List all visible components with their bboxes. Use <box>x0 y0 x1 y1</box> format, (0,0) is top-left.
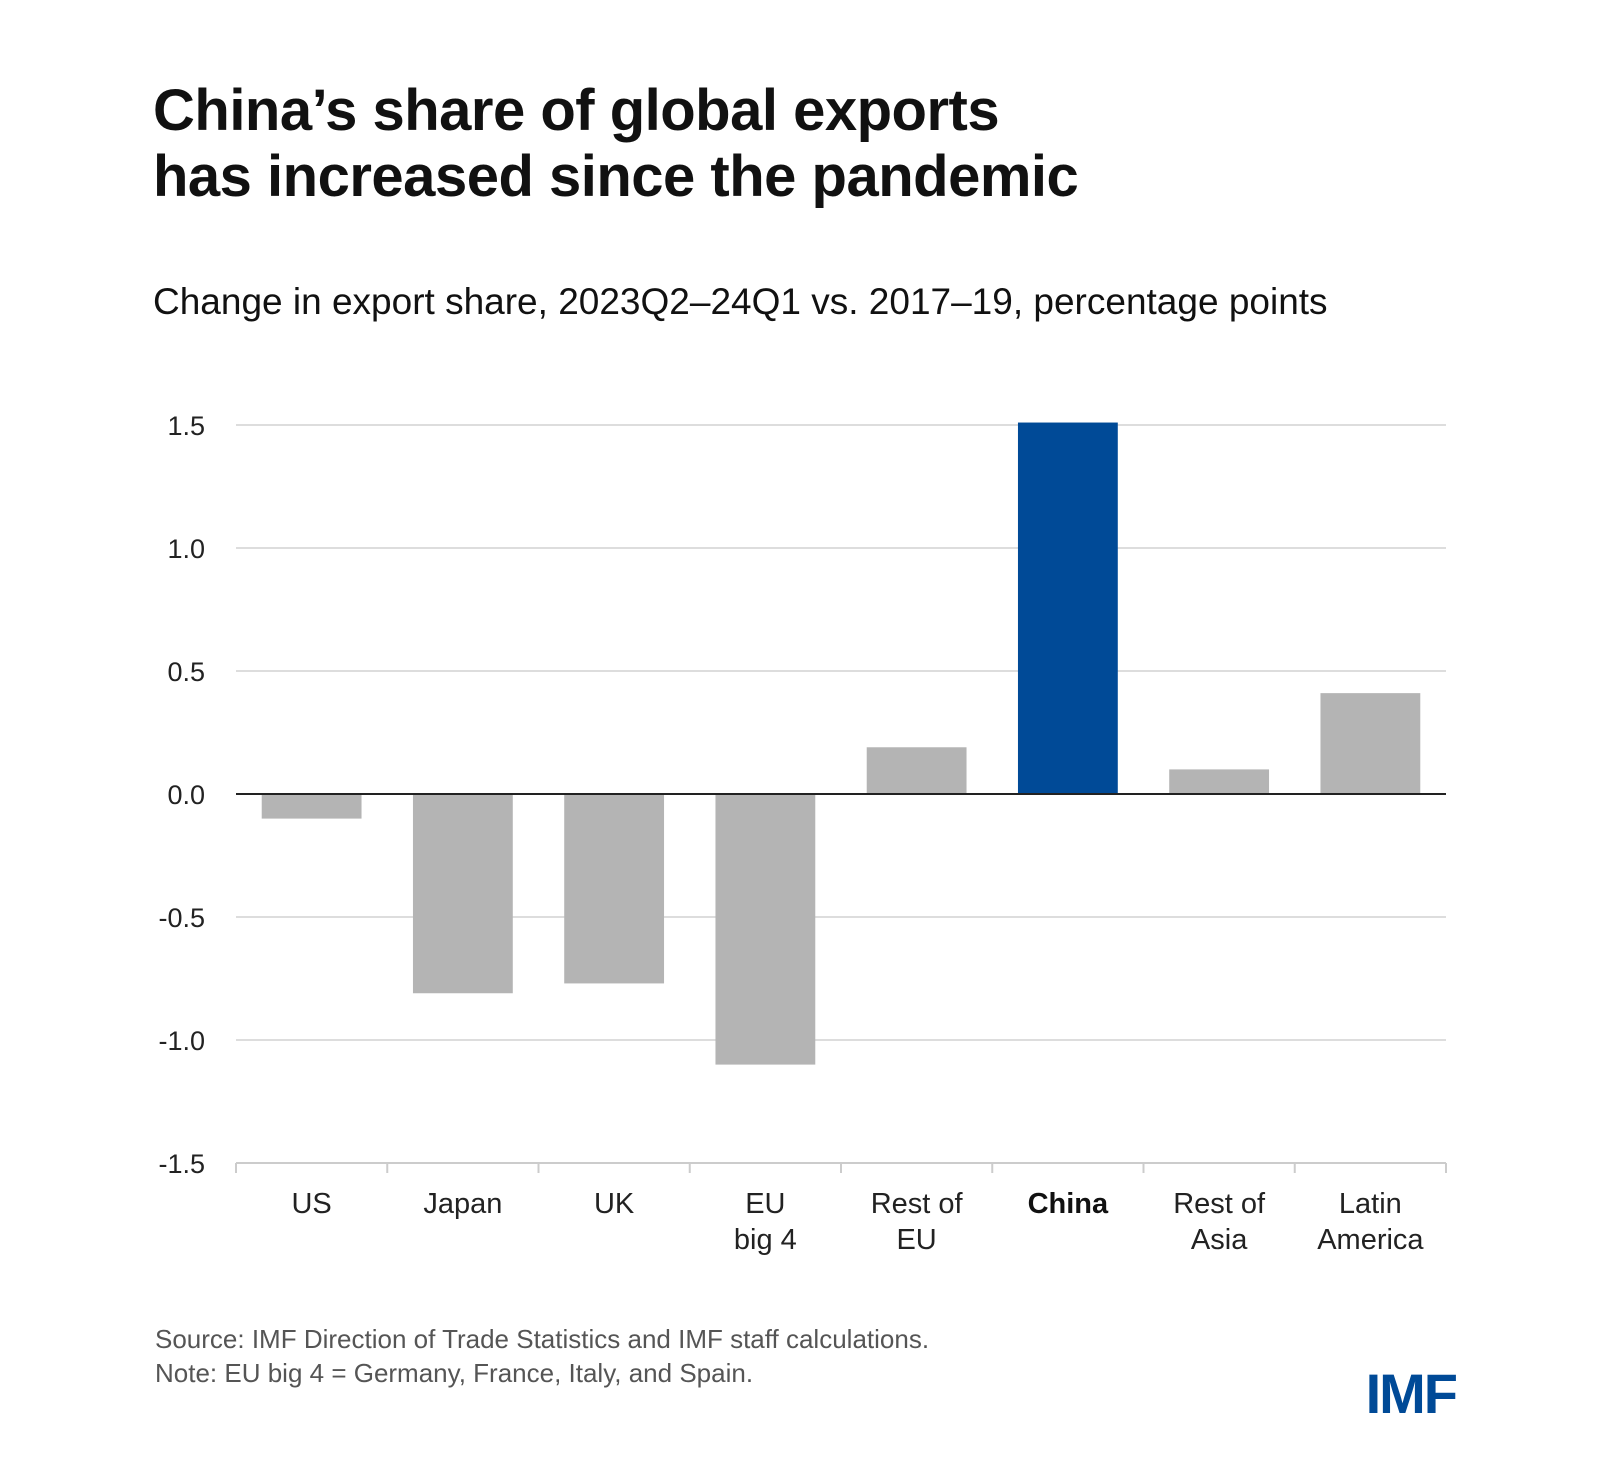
bar <box>564 794 665 984</box>
chart-title-line-1: China’s share of global exports <box>153 78 1000 143</box>
chart-subtitle: Change in export share, 2023Q2–24Q1 vs. … <box>153 281 1328 322</box>
category-label: Rest of EU <box>871 1188 964 1256</box>
category-label: US <box>291 1188 331 1220</box>
y-tick-label: 0.5 <box>167 657 205 687</box>
y-tick-label: 1.5 <box>167 411 205 441</box>
bar <box>261 794 362 819</box>
bars <box>261 422 1421 1065</box>
chart-title: China’s share of global exports has incr… <box>153 78 1079 210</box>
bar <box>715 794 816 1065</box>
y-tick-label: 1.0 <box>167 534 205 564</box>
category-label: UK <box>594 1188 635 1220</box>
labels: 1.5 1.0 0.5 0.0 -0.5 -1.0 -1.5 US Japan UK EU big 4… <box>158 411 1424 1256</box>
bar <box>1320 693 1421 794</box>
category-label: Japan <box>423 1188 502 1220</box>
category-label: EU big 4 <box>734 1188 797 1256</box>
chart-footer: Source: IMF Direction of Trade Statistic… <box>155 1322 929 1390</box>
imf-logo: IMF <box>1366 1362 1456 1422</box>
category-label: China <box>1028 1188 1109 1220</box>
imf-logo-text: IMF <box>1366 1362 1456 1422</box>
y-tick-label: 0.0 <box>167 780 205 810</box>
bar <box>866 747 967 794</box>
chart-title-line-2: has increased since the pandemic <box>153 144 1079 209</box>
category-label: Rest of Asia <box>1173 1188 1266 1256</box>
y-tick-label: -0.5 <box>158 903 205 933</box>
axes <box>235 793 1447 1173</box>
bar-chart: 1.5 1.0 0.5 0.0 -0.5 -1.0 -1.5 US Japan UK EU big 4… <box>158 411 1447 1256</box>
source-note: Source: IMF Direction of Trade Statistic… <box>155 1324 930 1354</box>
y-tick-label: -1.5 <box>158 1149 205 1179</box>
bar <box>1169 769 1270 794</box>
bar <box>412 794 513 994</box>
gridlines <box>236 424 1446 1041</box>
category-label: Latin America <box>1317 1188 1424 1256</box>
y-tick-label: -1.0 <box>158 1026 205 1056</box>
definition-note: Note: EU big 4 = Germany, France, Italy,… <box>155 1358 754 1388</box>
bar <box>1017 422 1118 794</box>
